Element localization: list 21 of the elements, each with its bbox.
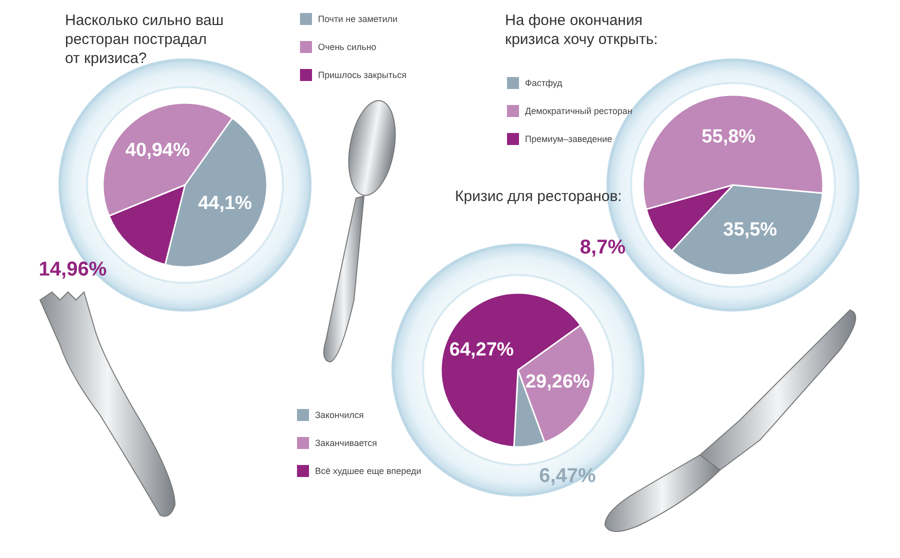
data-label: 35,5% (723, 219, 778, 240)
legend-label: Очень сильно (318, 42, 376, 52)
legend-label: Фастфуд (525, 78, 563, 88)
text: Насколько сильно ваш ресторан пострадал от кризиса? (65, 12, 228, 67)
data-label: 55,8% (702, 126, 756, 148)
data-label: 8,7% (580, 236, 626, 258)
legend-label: Премиум–заведение (525, 134, 612, 144)
data-label: 29,26% (525, 372, 590, 393)
legend-label: Заканчивается (315, 438, 378, 448)
chart-title: На фоне окончания кризиса хочу открыть: (505, 12, 658, 48)
data-label: 44,1% (198, 192, 252, 214)
data-label: 40,94% (125, 140, 190, 162)
legend-label: Закончился (315, 410, 364, 420)
data-label: 64,27% (449, 340, 514, 361)
data-label: 14,96% (38, 258, 107, 281)
chart-title: Кризис для ресторанов: (455, 188, 622, 205)
legend-label: Демократичный ресторан (525, 106, 632, 116)
legend-label: Почти не заметили (318, 14, 398, 24)
data-label: 6,47% (539, 464, 596, 487)
legend-label: Пришлось закрыться (318, 70, 407, 80)
legend-label: Всё худшее еще впереди (315, 466, 422, 476)
